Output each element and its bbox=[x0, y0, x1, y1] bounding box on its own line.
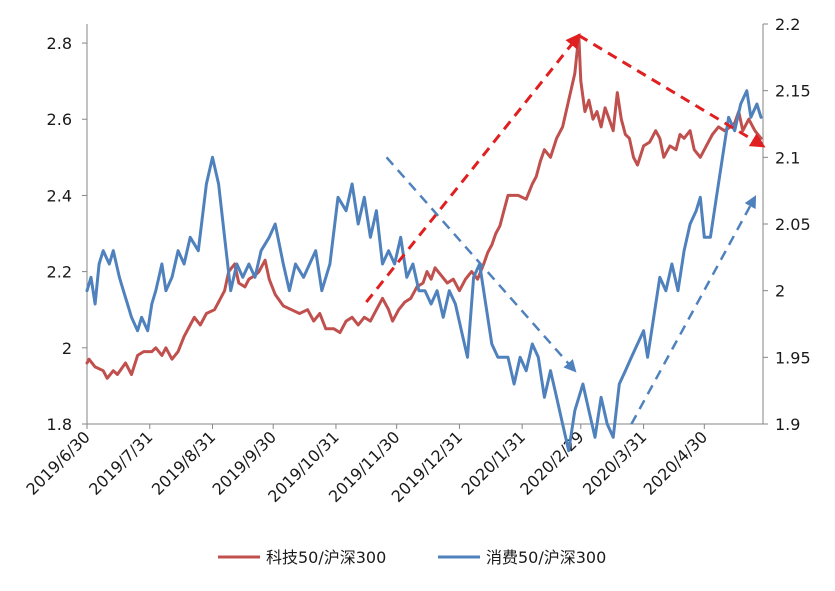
legend-label-tech50: 科技50/沪深300 bbox=[266, 548, 386, 567]
annotations bbox=[365, 33, 766, 425]
y-right-tick-label: 2.15 bbox=[775, 82, 811, 101]
trend-arrow-blue bbox=[630, 195, 757, 425]
y-right-tick-label: 1.95 bbox=[775, 348, 811, 367]
y-right-tick-label: 2.05 bbox=[775, 215, 811, 234]
series-lines bbox=[85, 33, 763, 453]
y-right-tick-label: 2.2 bbox=[775, 15, 800, 34]
y-left-tick-label: 2.8 bbox=[47, 34, 72, 53]
series-line-consumer50 bbox=[85, 89, 763, 453]
legend-label-consumer50: 消费50/沪深300 bbox=[486, 548, 606, 567]
y-right-tick-label: 2 bbox=[775, 282, 785, 301]
trend-arrow-red bbox=[578, 34, 766, 148]
y-left-tick-label: 2 bbox=[62, 339, 72, 358]
y-left-tick-label: 2.4 bbox=[47, 186, 72, 205]
legend: 科技50/沪深300 消费50/沪深300 bbox=[218, 548, 606, 567]
y-left-tick-label: 2.6 bbox=[47, 110, 72, 129]
series-line-tech50 bbox=[85, 33, 763, 380]
trend-arrow-blue bbox=[385, 156, 577, 373]
y-right-tick-label: 1.9 bbox=[775, 415, 800, 434]
y-right-tick-label: 2.1 bbox=[775, 148, 800, 167]
y-left-tick-label: 1.8 bbox=[47, 415, 72, 434]
y-left-tick-label: 2.2 bbox=[47, 263, 72, 282]
trend-arrow-red bbox=[365, 33, 581, 304]
